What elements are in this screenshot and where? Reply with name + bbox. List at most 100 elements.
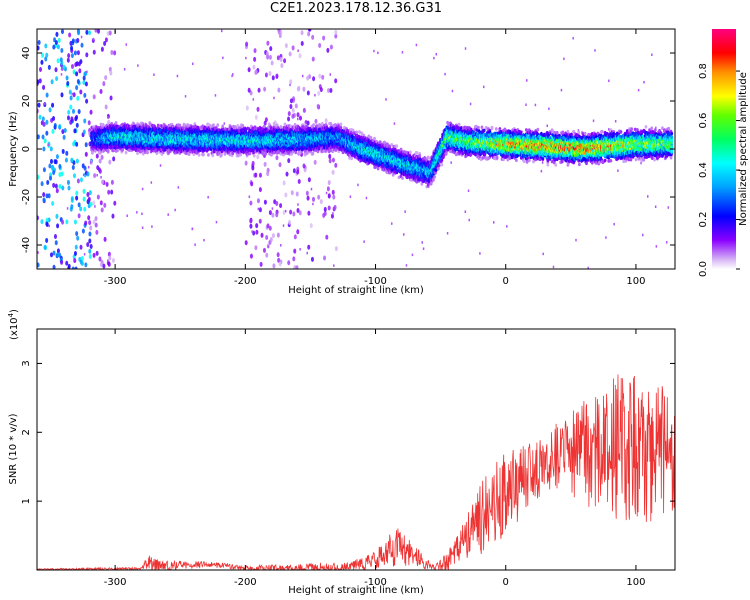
noise-pixel — [44, 102, 46, 106]
noise-blob — [74, 244, 78, 250]
noise-pixel — [525, 103, 527, 106]
noise-blob — [82, 75, 86, 81]
noise-blob — [83, 118, 87, 124]
noise-pixel — [613, 222, 615, 226]
noise-blob — [44, 56, 48, 62]
noise-blob — [61, 148, 65, 154]
noise-blob — [92, 49, 96, 55]
noise-blob — [277, 87, 281, 93]
noise-blob — [107, 251, 111, 257]
noise-blob — [47, 64, 51, 70]
noise-blob — [62, 134, 66, 140]
noise-pixel — [332, 212, 334, 215]
noise-blob — [266, 223, 270, 229]
noise-blob — [79, 206, 83, 212]
noise-pixel — [299, 248, 301, 251]
noise-pixel — [314, 93, 316, 97]
signal-cell — [178, 123, 182, 128]
noise-blob — [256, 106, 260, 112]
noise-blob — [70, 116, 74, 122]
noise-blob — [41, 134, 45, 140]
noise-blob — [282, 180, 286, 186]
signal-cell — [197, 153, 201, 157]
noise-pixel — [637, 88, 640, 92]
noise-blob — [58, 163, 62, 169]
noise-blob — [289, 98, 293, 104]
signal-cell — [102, 148, 106, 153]
noise-pixel — [231, 74, 233, 78]
noise-pixel — [542, 252, 544, 256]
noise-blob — [76, 178, 80, 184]
noise-blob — [70, 53, 74, 59]
noise-blob — [82, 129, 86, 135]
noise-blob — [53, 159, 57, 165]
noise-blob — [61, 185, 65, 191]
noise-blob — [306, 75, 310, 81]
noise-pixel — [608, 79, 610, 83]
noise-blob — [255, 223, 259, 229]
noise-blob — [249, 253, 253, 259]
noise-blob — [99, 200, 103, 206]
noise-blob — [328, 153, 332, 159]
noise-blob — [111, 257, 115, 263]
noise-blob — [71, 38, 75, 44]
noise-blob — [269, 237, 273, 243]
noise-blob — [75, 190, 79, 196]
noise-pixel — [176, 74, 179, 78]
noise-blob — [70, 157, 74, 163]
noise-blob — [54, 67, 58, 73]
signal-cell — [146, 150, 149, 155]
noise-blob — [94, 216, 98, 222]
noise-blob — [288, 51, 292, 57]
noise-blob — [70, 45, 74, 51]
noise-pixel — [126, 214, 128, 217]
noise-blob — [287, 158, 291, 164]
noise-blob — [284, 192, 288, 198]
noise-blob — [82, 80, 86, 86]
noise-pixel — [391, 222, 393, 225]
noise-blob — [100, 207, 104, 213]
noise-blob — [251, 165, 255, 171]
noise-blob — [56, 252, 60, 258]
signal-cell — [116, 148, 119, 153]
noise-blob — [253, 48, 257, 54]
noise-blob — [258, 218, 262, 224]
noise-pixel — [245, 56, 247, 60]
noise-pixel — [365, 196, 368, 200]
noise-pixel — [667, 206, 670, 209]
noise-blob — [334, 33, 338, 39]
noise-pixel — [297, 49, 299, 52]
noise-blob — [88, 238, 92, 244]
noise-blob — [66, 80, 70, 86]
noise-blob — [271, 212, 275, 218]
noise-blob — [297, 179, 301, 185]
noise-blob — [65, 150, 69, 156]
noise-blob — [97, 29, 101, 34]
noise-pixel — [80, 35, 83, 39]
noise-blob — [52, 250, 56, 256]
noise-pixel — [373, 49, 375, 53]
noise-blob — [334, 29, 338, 35]
noise-pixel — [153, 73, 155, 76]
noise-blob — [255, 229, 259, 235]
noise-blob — [76, 50, 80, 56]
noise-blob — [67, 263, 71, 269]
noise-blob — [40, 181, 44, 187]
noise-pixel — [252, 98, 255, 101]
noise-pixel — [605, 236, 607, 239]
noise-pixel — [137, 64, 139, 67]
noise-blob — [318, 43, 322, 49]
signal-cell — [216, 123, 220, 127]
noise-pixel — [297, 117, 299, 121]
noise-blob — [75, 158, 79, 164]
noise-blob — [75, 85, 79, 91]
noise-blob — [41, 52, 45, 58]
signal-cell — [121, 148, 124, 152]
noise-blob — [258, 172, 262, 178]
noise-pixel — [271, 207, 274, 210]
noise-blob — [69, 104, 73, 110]
signal-cell — [252, 153, 256, 158]
noise-blob — [89, 225, 93, 231]
noise-blob — [92, 219, 96, 225]
noise-pixel — [312, 202, 314, 206]
